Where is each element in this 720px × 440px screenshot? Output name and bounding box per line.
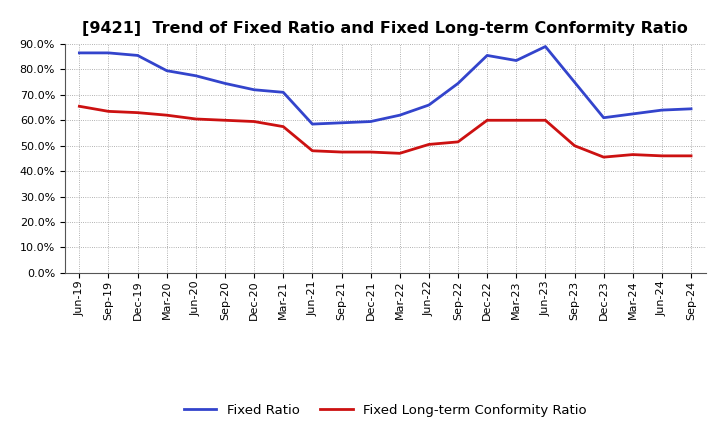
Fixed Ratio <box>279 90 287 95</box>
Fixed Long-term Conformity Ratio <box>163 113 171 118</box>
Fixed Long-term Conformity Ratio <box>541 117 550 123</box>
Fixed Ratio <box>483 53 492 58</box>
Fixed Long-term Conformity Ratio <box>512 117 521 123</box>
Fixed Ratio <box>337 120 346 125</box>
Fixed Ratio <box>192 73 200 78</box>
Fixed Ratio <box>512 58 521 63</box>
Legend: Fixed Ratio, Fixed Long-term Conformity Ratio: Fixed Ratio, Fixed Long-term Conformity … <box>179 398 592 422</box>
Fixed Long-term Conformity Ratio <box>279 124 287 129</box>
Fixed Ratio <box>163 68 171 73</box>
Fixed Ratio <box>599 115 608 121</box>
Fixed Long-term Conformity Ratio <box>75 104 84 109</box>
Fixed Ratio <box>250 87 258 92</box>
Fixed Ratio <box>541 44 550 49</box>
Fixed Long-term Conformity Ratio <box>570 143 579 148</box>
Title: [9421]  Trend of Fixed Ratio and Fixed Long-term Conformity Ratio: [9421] Trend of Fixed Ratio and Fixed Lo… <box>82 21 688 36</box>
Fixed Long-term Conformity Ratio <box>687 153 696 158</box>
Fixed Ratio <box>75 50 84 55</box>
Fixed Long-term Conformity Ratio <box>425 142 433 147</box>
Fixed Ratio <box>308 121 317 127</box>
Fixed Ratio <box>629 111 637 117</box>
Fixed Long-term Conformity Ratio <box>366 150 375 155</box>
Fixed Long-term Conformity Ratio <box>599 154 608 160</box>
Fixed Ratio <box>104 50 113 55</box>
Fixed Ratio <box>657 107 666 113</box>
Fixed Long-term Conformity Ratio <box>192 116 200 121</box>
Fixed Ratio <box>687 106 696 111</box>
Fixed Long-term Conformity Ratio <box>308 148 317 154</box>
Fixed Long-term Conformity Ratio <box>337 150 346 155</box>
Fixed Ratio <box>133 53 142 58</box>
Fixed Long-term Conformity Ratio <box>250 119 258 124</box>
Fixed Long-term Conformity Ratio <box>220 117 229 123</box>
Fixed Ratio <box>220 81 229 86</box>
Fixed Ratio <box>570 80 579 85</box>
Fixed Long-term Conformity Ratio <box>657 153 666 158</box>
Fixed Long-term Conformity Ratio <box>395 150 404 156</box>
Line: Fixed Ratio: Fixed Ratio <box>79 47 691 124</box>
Fixed Ratio <box>454 81 462 86</box>
Fixed Long-term Conformity Ratio <box>629 152 637 157</box>
Fixed Long-term Conformity Ratio <box>483 117 492 123</box>
Fixed Long-term Conformity Ratio <box>104 109 113 114</box>
Fixed Long-term Conformity Ratio <box>454 139 462 144</box>
Fixed Long-term Conformity Ratio <box>133 110 142 115</box>
Fixed Ratio <box>425 103 433 108</box>
Line: Fixed Long-term Conformity Ratio: Fixed Long-term Conformity Ratio <box>79 106 691 157</box>
Fixed Ratio <box>366 119 375 124</box>
Fixed Ratio <box>395 113 404 118</box>
